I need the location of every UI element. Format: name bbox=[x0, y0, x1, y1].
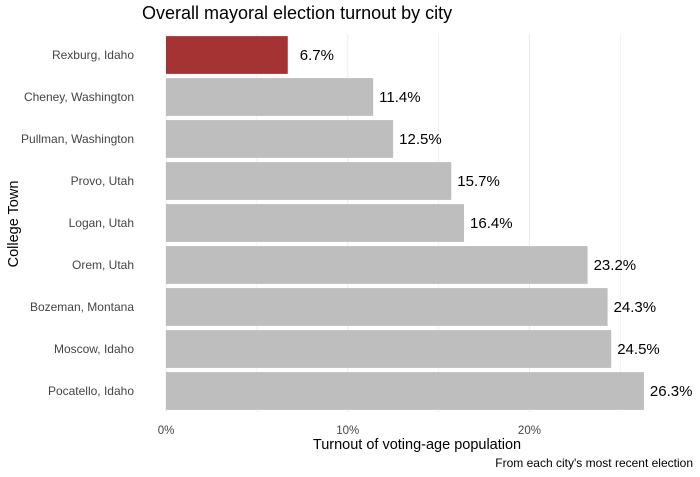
category-axis: Rexburg, Idaho Cheney, Washington Pullman,… bbox=[21, 48, 134, 398]
data-labels: 6.7% 11.4% 12.5% 15.7% 16.4% 23.2% 24.3% 24.5% 2… bbox=[300, 47, 693, 400]
bar bbox=[166, 78, 374, 116]
category-label: Logan, Utah bbox=[69, 216, 134, 230]
bar-value-label: 16.4% bbox=[470, 215, 513, 232]
category-label: Pullman, Washington bbox=[21, 132, 134, 146]
x-axis-title: Turnout of voting-age population bbox=[313, 437, 521, 453]
category-label: Pocatello, Idaho bbox=[48, 384, 134, 398]
bar bbox=[166, 330, 612, 368]
bar-value-label: 23.2% bbox=[594, 257, 637, 274]
value-axis: 0% 10% 20% bbox=[158, 425, 541, 437]
bar-value-label: 11.4% bbox=[379, 89, 420, 106]
bar bbox=[166, 120, 394, 158]
category-label: Moscow, Idaho bbox=[54, 342, 134, 356]
bar bbox=[166, 288, 608, 326]
bar-value-label: 24.3% bbox=[614, 299, 657, 316]
bar bbox=[166, 246, 588, 284]
x-tick-label: 0% bbox=[158, 425, 175, 437]
chart-caption: From each city's most recent election bbox=[495, 456, 693, 470]
category-label: Bozeman, Montana bbox=[30, 300, 134, 314]
category-label: Provo, Utah bbox=[71, 174, 134, 188]
bar bbox=[166, 372, 644, 410]
bar bbox=[166, 204, 465, 242]
x-tick-label: 10% bbox=[336, 425, 359, 437]
bar bbox=[166, 162, 452, 200]
category-label: Cheney, Washington bbox=[24, 90, 134, 104]
category-label: Rexburg, Idaho bbox=[52, 48, 134, 62]
bar-value-label: 15.7% bbox=[457, 173, 500, 190]
bar-value-label: 6.7% bbox=[300, 47, 334, 64]
bar-value-label: 26.3% bbox=[650, 383, 693, 400]
chart-title: Overall mayoral election turnout by city bbox=[142, 3, 452, 23]
bar-value-label: 24.5% bbox=[617, 341, 660, 358]
bar bbox=[166, 36, 288, 74]
y-axis-title: College Town bbox=[6, 181, 22, 268]
bars bbox=[166, 36, 644, 410]
category-label: Orem, Utah bbox=[72, 258, 134, 272]
bar-value-label: 12.5% bbox=[399, 131, 442, 148]
x-tick-label: 20% bbox=[518, 425, 541, 437]
